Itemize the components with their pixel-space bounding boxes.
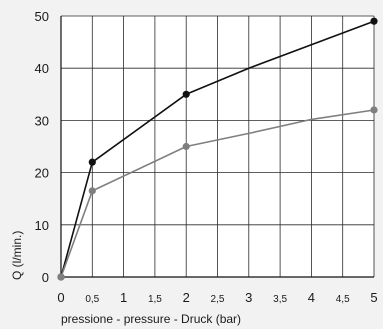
series-group xyxy=(57,17,378,281)
x-tick-label-10: 5 xyxy=(370,290,377,305)
x-tick-label-8: 4 xyxy=(308,290,315,305)
y-tick-label-4: 40 xyxy=(35,61,49,76)
series-2-point-2 xyxy=(182,142,190,151)
x-tick-label-5: 2,5 xyxy=(211,294,225,305)
series-2-point-3 xyxy=(370,106,378,114)
x-tick-label-6: 3 xyxy=(245,290,252,305)
x-tick-label-0: 0 xyxy=(57,290,64,305)
series-1-point-2 xyxy=(182,90,190,98)
x-tick-label-2: 1 xyxy=(120,290,127,305)
y-tick-label-2: 20 xyxy=(35,166,49,181)
y-axis-title: Q (l/min.) xyxy=(10,231,24,280)
x-tick-label-9: 4,5 xyxy=(336,294,350,305)
axes xyxy=(60,16,374,278)
y-tick-label-3: 30 xyxy=(35,113,49,128)
series-1-point-1 xyxy=(88,158,96,166)
x-axis-title: pressione - pressure - Druck (bar) xyxy=(61,312,241,326)
x-tick-label-3: 1,5 xyxy=(148,294,162,305)
y-tick-label-5: 50 xyxy=(35,9,49,24)
x-tick-label-7: 3,5 xyxy=(273,294,287,305)
series-2-point-1 xyxy=(88,187,96,195)
y-tick-label-1: 10 xyxy=(35,218,49,233)
series-2-point-0 xyxy=(57,273,65,281)
x-tick-label-4: 2 xyxy=(183,290,190,305)
y-tick-label-0: 0 xyxy=(42,270,49,285)
series-2-line xyxy=(60,109,375,278)
series-1-point-3 xyxy=(370,17,378,25)
x-tick-label-1: 0,5 xyxy=(85,294,99,305)
grid-lines xyxy=(60,15,375,278)
